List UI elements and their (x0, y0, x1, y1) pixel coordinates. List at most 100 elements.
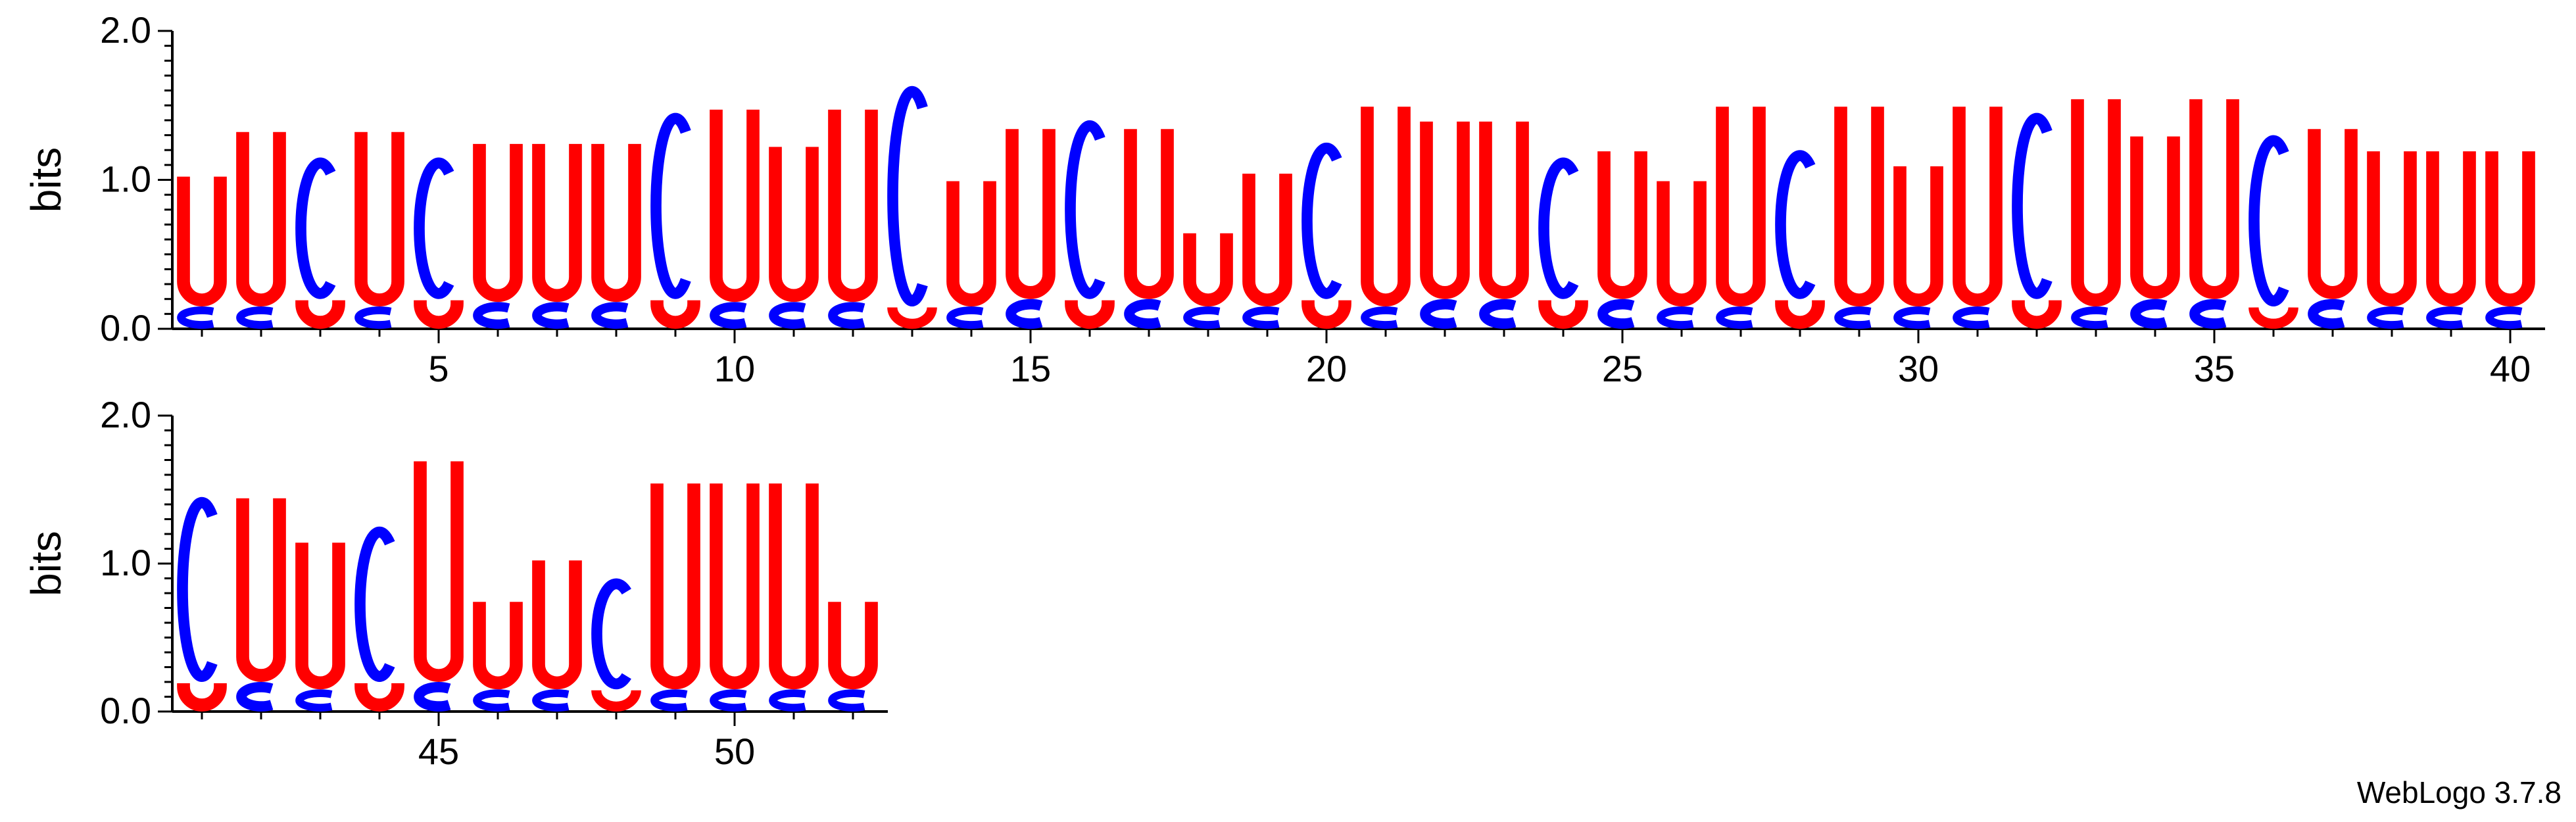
logo-letter-c (1834, 306, 1872, 329)
logo-letter-u (295, 543, 345, 690)
logo-letter-c (887, 85, 928, 306)
logo-letter-u (473, 143, 523, 302)
logo-letter-u (1242, 174, 1292, 306)
logo-letter-u (650, 300, 700, 329)
logo-letter-c (532, 302, 570, 329)
logo-letter-c (354, 526, 395, 682)
logo-letter-c (414, 682, 451, 712)
logo-letter-c (1893, 306, 1931, 329)
logo-letter-c (1420, 299, 1457, 329)
y-axis-label: bits (22, 147, 70, 213)
logo-letter-c (650, 689, 688, 712)
x-tick-label: 30 (1898, 348, 1939, 389)
logo-letter-u (710, 483, 760, 689)
x-tick-label: 50 (714, 731, 755, 772)
logo-letter-c (591, 578, 631, 690)
logo-row-2: 0.0 1.0 2.0 bits 45 50 (22, 394, 888, 772)
x-tick-label: 40 (2490, 348, 2531, 389)
logo-letter-c (177, 496, 218, 682)
logo-letter-c (1538, 157, 1579, 299)
logo-letter-c (591, 302, 629, 329)
logo-letter-u (1183, 233, 1233, 306)
logo-letter-u (236, 132, 286, 306)
logo-letter-c (828, 689, 865, 712)
y-tick-label: 1.0 (100, 158, 151, 200)
weblogo-credit: WebLogo 3.7.8 (2356, 775, 2562, 810)
logo-letter-c (2426, 306, 2464, 329)
logo-letter-c (2130, 299, 2168, 329)
logo-letter-c (1183, 306, 1221, 329)
logo-letter-u (769, 483, 819, 689)
logo-letter-u (591, 690, 641, 712)
x-tick-label: 35 (2194, 348, 2235, 389)
y-tick-label: 0.0 (100, 307, 151, 349)
logo-letter-u (2248, 306, 2298, 329)
logo-letter-u (177, 683, 227, 712)
logo-letter-c (473, 689, 510, 712)
logo-letter-c (2485, 306, 2523, 329)
logo-letter-c (1301, 142, 1342, 299)
x-tick-label: 25 (1602, 348, 1643, 389)
logo-letter-c (1479, 299, 1517, 329)
y-tick-label: 2.0 (100, 9, 151, 51)
logo-letter-c (1775, 150, 1816, 299)
logo-letter-c (946, 306, 984, 329)
logo-letter-u (1420, 121, 1470, 299)
logo-letter-u (1361, 107, 1411, 306)
logo-letter-c (650, 112, 691, 299)
logo-letter-c (177, 306, 214, 329)
logo-letter-c (769, 302, 806, 329)
logo-letter-u (1597, 151, 1647, 299)
logo-letter-u (887, 306, 937, 329)
logo-letter-u (1479, 121, 1529, 299)
logo-letter-u (414, 461, 464, 682)
logo-letter-u (1065, 300, 1115, 329)
logo-letter-u (1124, 129, 1174, 299)
logo-letter-u (1953, 107, 2003, 306)
logo-letter-c (1657, 306, 1694, 329)
x-tick-label: 5 (428, 348, 449, 389)
logo-letter-c (1242, 306, 1280, 329)
logo-letter-c (2248, 135, 2289, 306)
x-tick-label: 10 (714, 348, 755, 389)
logo-letter-u (1301, 300, 1351, 329)
logo-letter-c (1124, 299, 1161, 329)
logo-letter-c (414, 157, 454, 299)
logo-letter-c (2189, 299, 2227, 329)
logo-letter-u (1893, 166, 1943, 306)
logo-letter-u (414, 300, 464, 329)
logo-letter-u (1006, 129, 1056, 299)
y-tick-label: 1.0 (100, 542, 151, 583)
logo-letter-c (1953, 306, 1990, 329)
logo-letter-u (532, 143, 582, 302)
y-axis-label: bits (22, 531, 70, 596)
logo-letter-u (650, 483, 700, 690)
logo-letter-c (236, 682, 274, 712)
logo-letter-u (1834, 107, 1884, 306)
logo-letter-u (1538, 300, 1588, 329)
logo-letter-u (177, 176, 227, 306)
x-tick-label: 20 (1306, 348, 1347, 389)
logo-letter-u (2367, 151, 2417, 306)
logo-letter-u (354, 683, 404, 712)
logo-row-1: 0.0 1.0 2.0 bits 5 10 15 20 25 30 35 40 (22, 9, 2545, 389)
logo-letter-u (2071, 99, 2121, 306)
logo-letter-c (354, 306, 392, 329)
logo-letter-c (473, 302, 510, 329)
logo-letter-u (2426, 151, 2476, 306)
logo-letter-c (295, 689, 333, 712)
logo-letter-c (532, 689, 570, 712)
logo-letter-u (828, 109, 878, 302)
logo-letter-c (769, 689, 806, 712)
logo-letter-u (710, 109, 760, 302)
logo-letter-u (473, 602, 523, 690)
logo-letter-u (2130, 136, 2180, 299)
y-tick-label: 0.0 (100, 690, 151, 731)
logo-letter-u (1716, 107, 1766, 306)
logo-letter-c (2367, 306, 2404, 329)
logo-letter-u (236, 498, 286, 682)
logo-letter-u (769, 147, 819, 302)
logo-letter-c (1716, 306, 1753, 329)
logo-letter-c (1065, 120, 1106, 299)
